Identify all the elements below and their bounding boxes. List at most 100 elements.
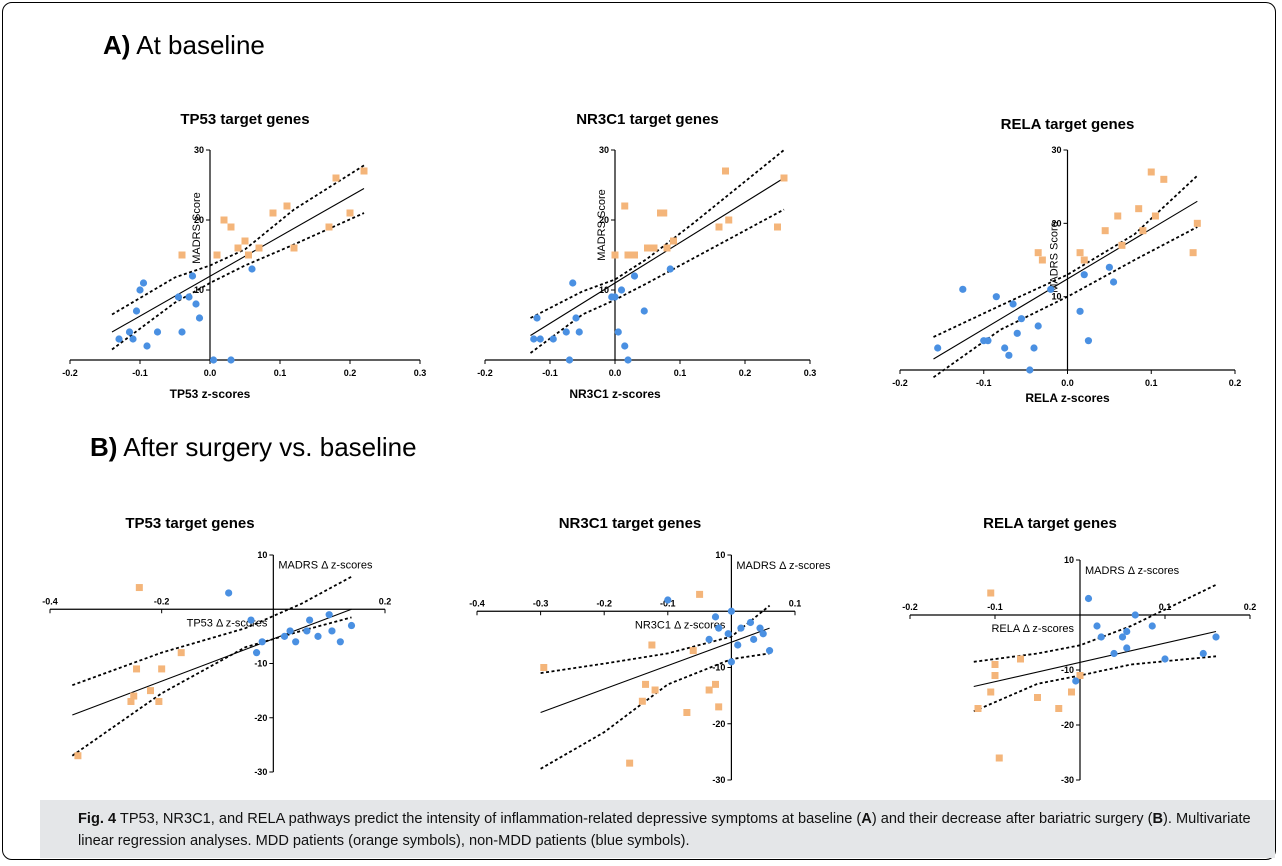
x-tick-label: 0.1: [1159, 602, 1172, 612]
non-mdd-point: [1026, 366, 1034, 374]
x-tick-label: -0.1: [976, 378, 992, 388]
mdd-point: [1055, 705, 1063, 712]
ci-lower-line: [973, 655, 1217, 713]
non-mdd-point: [984, 337, 992, 345]
non-mdd-point: [611, 293, 619, 301]
non-mdd-point: [1110, 649, 1118, 658]
x-tick-label: 0.1: [789, 598, 802, 608]
mdd-point: [1193, 219, 1201, 227]
non-mdd-point: [115, 335, 123, 343]
non-mdd-point: [1009, 300, 1017, 308]
non-mdd-point: [750, 635, 758, 643]
non-mdd-point: [724, 630, 732, 638]
x-tick-label: -0.3: [533, 598, 549, 608]
non-mdd-point: [715, 624, 723, 632]
mdd-point: [1135, 205, 1143, 213]
non-mdd-point: [286, 627, 294, 635]
ci-upper-line: [933, 175, 1198, 338]
mdd-point: [995, 754, 1003, 762]
non-mdd-point: [1148, 622, 1156, 630]
ci-lower-line: [71, 616, 352, 757]
y-tick-label: -10: [254, 659, 267, 669]
chart-title: TP53 target genes: [125, 515, 254, 532]
x-tick-label: -0.2: [62, 368, 78, 378]
x-axis-label: RELA Δ z-scores: [991, 623, 1074, 635]
y-tick-label: 20: [194, 215, 204, 225]
x-tick-label: 0.0: [204, 368, 217, 378]
non-mdd-point: [280, 632, 289, 640]
ci-upper-line: [71, 575, 352, 687]
mdd-point: [346, 209, 354, 217]
regression-line: [933, 200, 1198, 360]
mdd-point: [611, 251, 619, 259]
ci-upper-line: [111, 164, 365, 316]
y-tick-label: 10: [1064, 555, 1074, 565]
non-mdd-point: [536, 335, 544, 343]
mdd-point: [631, 251, 638, 259]
mdd-point: [255, 244, 263, 252]
regression-line: [111, 188, 365, 333]
mdd-point: [670, 237, 677, 245]
x-tick-label: -0.2: [902, 602, 918, 612]
non-mdd-point: [143, 342, 151, 350]
mdd-point: [696, 590, 704, 598]
regression-line: [540, 627, 770, 714]
mdd-point: [290, 244, 298, 252]
mdd-point: [155, 697, 163, 705]
non-mdd-point: [178, 328, 186, 336]
x-tick-label: -0.1: [542, 368, 558, 378]
mdd-point: [177, 649, 185, 657]
non-mdd-point: [1005, 351, 1013, 359]
ci-lower-line: [529, 208, 785, 354]
x-tick-label: 0.3: [804, 368, 817, 378]
non-mdd-point: [549, 335, 557, 343]
non-mdd-point: [303, 627, 311, 635]
y-axis-label: MADRS Δ z-scores: [1085, 565, 1180, 577]
non-mdd-point: [1118, 633, 1127, 641]
non-mdd-point: [746, 618, 755, 627]
non-mdd-point: [737, 624, 745, 632]
panel-label-a: A) At baseline: [103, 30, 265, 60]
x-tick-label: 0.0: [1061, 378, 1074, 388]
non-mdd-point: [727, 658, 735, 666]
y-tick-label: 10: [1051, 292, 1061, 302]
mdd-point: [147, 687, 154, 695]
y-tick-label: -30: [1061, 775, 1074, 785]
mdd-point: [1034, 694, 1041, 701]
mdd-point: [1151, 212, 1159, 220]
mdd-point: [991, 672, 999, 679]
non-mdd-point: [248, 265, 256, 273]
mdd-point: [178, 251, 186, 259]
y-tick-label: -20: [712, 719, 725, 729]
non-mdd-point: [328, 627, 336, 635]
non-mdd-point: [759, 630, 767, 638]
non-mdd-point: [727, 607, 735, 615]
ci-lower-line: [932, 226, 1198, 379]
non-mdd-point: [125, 328, 134, 336]
caption-fig-label: Fig. 4: [78, 811, 117, 827]
non-mdd-point: [565, 356, 574, 364]
non-mdd-point: [1105, 263, 1113, 271]
non-mdd-point: [614, 328, 622, 336]
x-tick-label: 0.2: [1229, 378, 1242, 388]
regression-line: [530, 177, 785, 336]
mdd-point: [325, 223, 333, 231]
chart-nr3c1-baseline: NR3C1 target genes-0.2-0.10.00.10.20.310…: [477, 111, 817, 401]
non-mdd-point: [136, 286, 144, 294]
non-mdd-point: [1017, 315, 1026, 323]
non-mdd-point: [1034, 322, 1042, 330]
mdd-point: [130, 692, 138, 700]
non-mdd-point: [562, 328, 570, 336]
chart-title: NR3C1 target genes: [559, 515, 702, 532]
chart-title: RELA target genes: [1001, 116, 1135, 133]
non-mdd-point: [666, 265, 674, 273]
mdd-point: [638, 697, 646, 705]
non-mdd-point: [325, 611, 333, 619]
mdd-point: [1038, 256, 1046, 264]
mdd-point: [1114, 212, 1122, 220]
mdd-point: [213, 251, 221, 259]
non-mdd-point: [934, 344, 942, 352]
panel-label-b: B) After surgery vs. baseline: [90, 432, 417, 462]
mdd-point: [725, 216, 733, 224]
